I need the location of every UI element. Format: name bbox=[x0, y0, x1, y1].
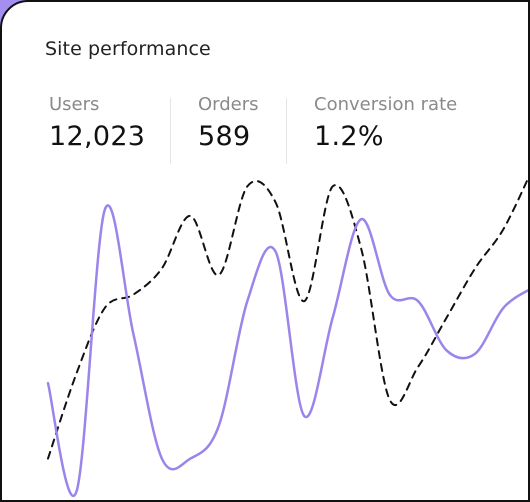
metric-orders[interactable]: Orders 589 bbox=[198, 94, 259, 152]
metric-divider bbox=[286, 98, 287, 164]
metric-orders-value: 589 bbox=[198, 121, 251, 152]
metric-conversion-rate-label: Conversion rate bbox=[314, 94, 458, 115]
card-title: Site performance bbox=[45, 38, 211, 60]
metric-divider bbox=[170, 98, 171, 164]
metric-orders-label: Orders bbox=[198, 94, 259, 115]
metric-conversion-rate[interactable]: Conversion rate 1.2% bbox=[314, 94, 457, 152]
metric-conversion-rate-value: 1.2% bbox=[314, 121, 384, 152]
metric-users-value: 12,023 bbox=[49, 121, 146, 152]
metric-users-label: Users bbox=[49, 94, 100, 115]
series-line-conversion-rate bbox=[46, 204, 528, 497]
series-line-orders bbox=[47, 176, 528, 460]
metric-users[interactable]: Users 12,023 bbox=[49, 94, 145, 152]
